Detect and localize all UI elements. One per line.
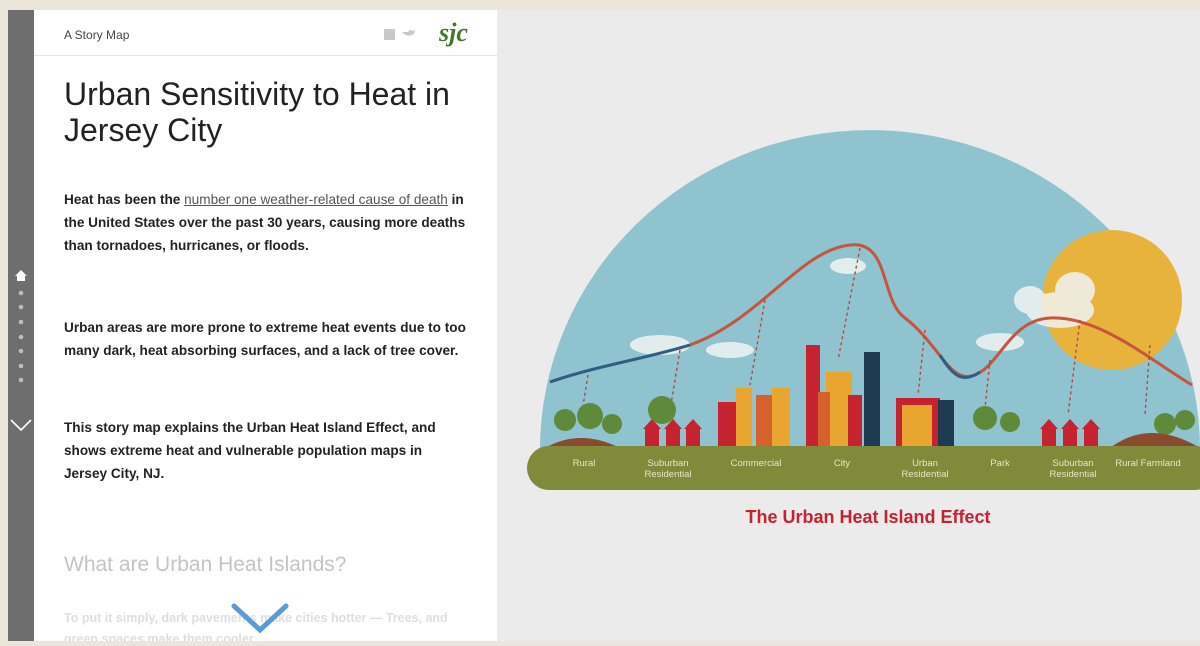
story-panel: A Story Map sjc Urban Sensitivity to Hea…	[34, 10, 497, 641]
paragraph: Heat has been the number one weather-rel…	[64, 188, 468, 257]
kicker: A Story Map	[64, 28, 129, 42]
zone-label: Suburban Residential	[1038, 458, 1108, 480]
heat-island-illustration	[497, 10, 1200, 641]
paragraph: Urban areas are more prone to extreme he…	[64, 316, 468, 362]
facebook-share[interactable]	[384, 29, 395, 40]
page: A Story Map sjc Urban Sensitivity to Hea…	[0, 0, 1200, 641]
share-icons	[384, 28, 424, 42]
zone-label: Commercial	[721, 458, 791, 469]
zone-label: Park	[965, 458, 1035, 469]
media-panel: Rural Suburban Residential Commercial Ci…	[497, 10, 1200, 641]
zone-label: Rural Farmland	[1113, 458, 1183, 469]
header-divider	[34, 55, 497, 56]
story-title: Urban Sensitivity to Heat in Jersey City	[64, 76, 474, 148]
source-link[interactable]: number one weather-related cause of deat…	[184, 192, 448, 207]
next-section-button[interactable]	[11, 420, 31, 430]
zone-label: Rural	[549, 458, 619, 469]
zone-label: Urban Residential	[890, 458, 960, 480]
twitter-share[interactable]	[402, 30, 415, 36]
zone-label: Suburban Residential	[633, 458, 703, 480]
zone-label: City	[807, 458, 877, 469]
section-dots[interactable]	[19, 291, 24, 383]
home-button[interactable]	[15, 270, 27, 281]
logo[interactable]: sjc	[439, 18, 468, 48]
nav-icons	[8, 10, 34, 641]
paragraph: This story map explains the Urban Heat I…	[64, 416, 468, 485]
section-heading: What are Urban Heat Islands?	[64, 553, 346, 577]
scroll-down[interactable]	[230, 602, 290, 638]
side-nav	[8, 10, 34, 641]
text: Heat has been the	[64, 192, 180, 207]
illustration-caption: The Urban Heat Island Effect	[668, 507, 1068, 528]
